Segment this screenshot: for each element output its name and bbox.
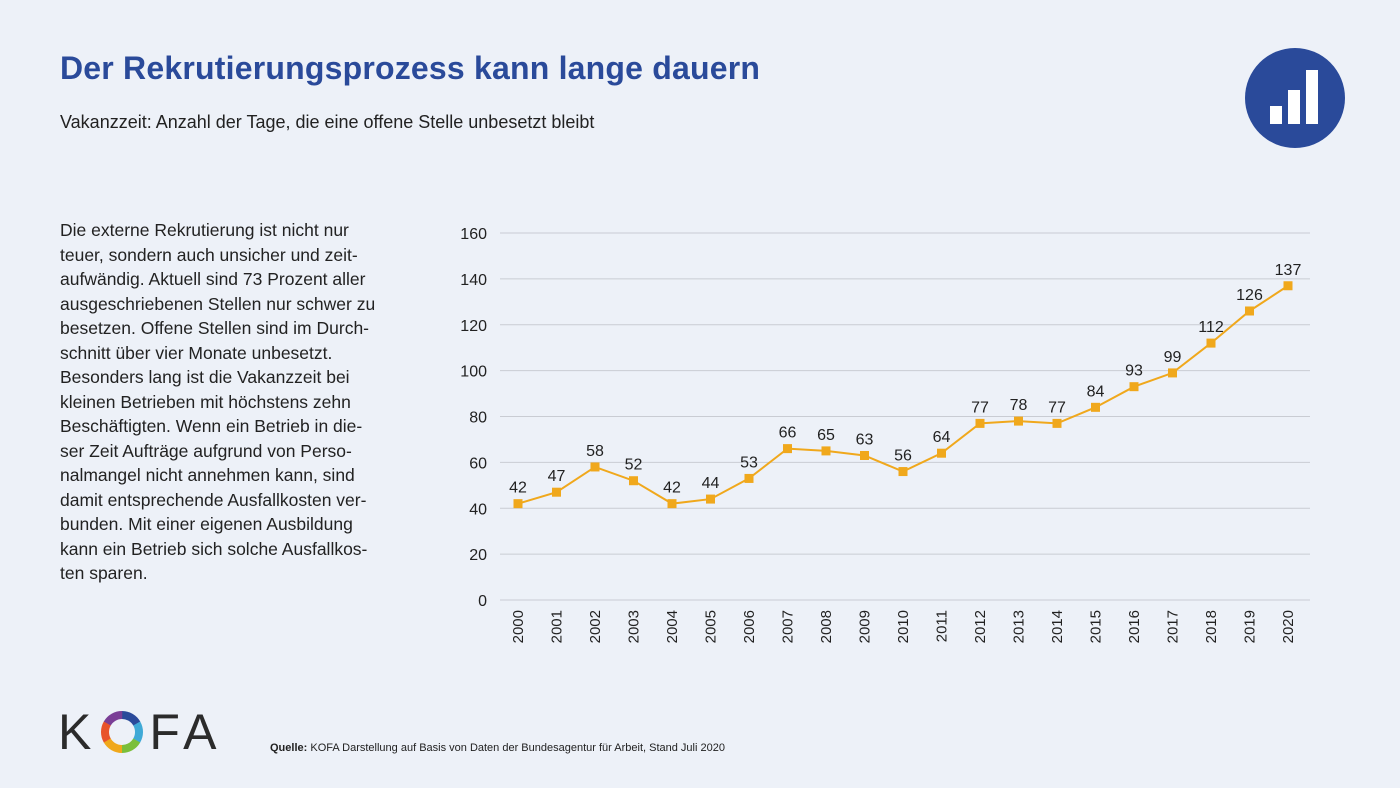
x-tick-label: 2014 [1049,610,1066,643]
data-point [975,418,985,428]
data-label: 64 [933,429,951,446]
data-label: 126 [1236,287,1263,304]
x-tick-label: 2009 [857,610,874,643]
x-tick-label: 2004 [664,610,681,643]
data-label: 137 [1275,262,1302,279]
data-point [783,444,792,454]
data-label: 58 [586,443,604,460]
data-point [629,476,638,486]
data-point [1283,281,1293,291]
data-point [1168,368,1177,378]
x-tick-label: 2010 [895,610,912,643]
x-tick-label: 2002 [587,610,604,643]
data-label: 99 [1164,349,1182,366]
x-tick-label: 2017 [1165,610,1182,643]
data-label: 78 [1010,397,1028,414]
x-tick-label: 2006 [741,610,758,643]
x-tick-label: 2013 [1011,610,1028,643]
data-label: 56 [894,448,912,465]
data-point [1091,402,1100,412]
data-point [821,446,831,456]
kofa-logo: K FA [58,706,223,758]
data-point [1052,418,1062,428]
data-label: 77 [971,399,989,416]
data-label: 52 [625,457,643,474]
chart-gridlines [500,232,1310,601]
data-points [513,281,1293,509]
y-axis-ticks: 0 20 40 60 80 100 120 140 160 [460,226,487,610]
data-label: 66 [779,425,797,442]
y-tick-label: 60 [469,455,487,472]
data-label: 47 [548,468,566,485]
y-tick-label: 100 [460,364,487,381]
x-tick-label: 2007 [780,610,797,643]
data-point [744,473,754,483]
y-tick-label: 0 [478,593,487,610]
data-point [513,499,523,509]
logo-ring-icon [101,711,144,753]
y-tick-label: 160 [460,226,487,243]
x-tick-label: 2011 [934,610,951,642]
page-title: Der Rekrutierungsprozess kann lange daue… [60,50,761,86]
data-point [1206,338,1216,348]
description-text: Die externe Rekrutierung ist nicht nur t… [60,220,376,583]
data-labels: 42 47 58 52 42 44 53 66 65 63 56 64 77 78 77 84 93 99 112 1… [509,262,1301,497]
y-tick-label: 120 [460,318,487,335]
data-label: 42 [509,480,527,497]
page-subtitle: Vakanzzeit: Anzahl der Tage, die eine of… [60,112,595,132]
bar-chart-icon [1270,70,1318,124]
source-text: KOFA Darstellung auf Basis von Daten der… [310,742,725,754]
chart-badge [1245,48,1345,148]
data-point [590,462,600,472]
source-label: Quelle: [270,742,308,754]
x-tick-label: 2020 [1280,610,1297,643]
x-axis-ticks: 2000 2001 2002 2003 2004 2005 2006 2007 2008 2009… [510,610,1297,643]
data-point [937,448,946,458]
y-tick-label: 80 [469,410,487,427]
data-point [706,494,715,504]
data-point [1129,382,1139,392]
data-label: 84 [1087,383,1105,400]
data-label: 65 [817,427,835,444]
data-label: 53 [740,454,758,471]
y-tick-label: 20 [469,547,487,564]
x-tick-label: 2005 [703,610,720,643]
data-label: 77 [1048,399,1066,416]
data-point [552,487,561,497]
data-label: 44 [702,475,720,492]
x-tick-label: 2016 [1126,610,1143,643]
data-label: 42 [663,480,681,497]
x-tick-label: 2012 [972,610,989,643]
data-label: 93 [1125,363,1143,380]
x-tick-label: 2019 [1242,610,1259,643]
data-point [1245,306,1254,316]
x-tick-label: 2015 [1088,610,1105,643]
logo-text-right: FA [149,704,223,760]
x-tick-label: 2001 [549,610,566,643]
x-tick-label: 2008 [818,610,835,643]
x-tick-label: 2003 [626,610,643,643]
y-tick-label: 140 [460,272,487,289]
data-label: 63 [856,431,874,448]
y-tick-label: 40 [469,501,487,518]
data-label: 112 [1198,319,1224,336]
logo-text-left: K [58,704,98,760]
data-point [667,499,677,509]
x-tick-label: 2000 [510,610,527,643]
data-point [860,450,869,460]
x-tick-label: 2018 [1203,610,1220,643]
source-note: Quelle: KOFA Darstellung auf Basis von D… [270,742,725,754]
data-point [1014,416,1023,426]
data-point [898,467,908,477]
